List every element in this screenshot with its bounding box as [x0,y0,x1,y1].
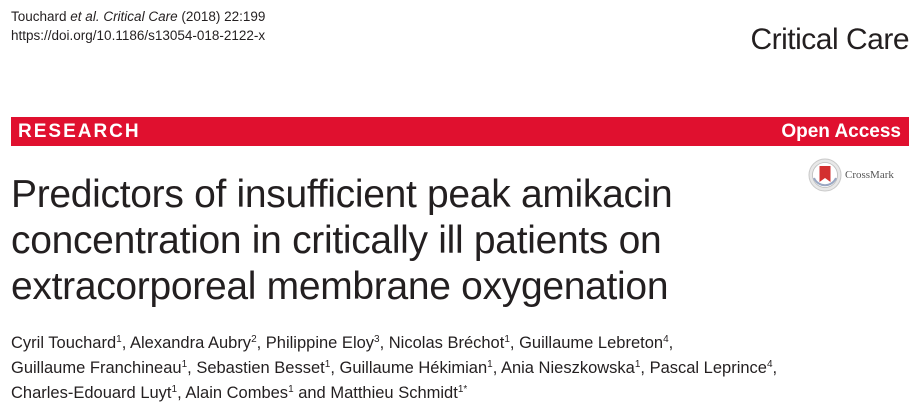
author-line: Charles-Edouard Luyt1, Alain Combes1 and… [11,381,911,406]
article-title: Predictors of insufficient peak amikacin… [11,172,801,310]
affiliation-marker[interactable]: 1 [504,334,510,345]
author-line: Guillaume Franchineau1, Sebastien Besset… [11,356,911,381]
author-separator: , [492,359,501,377]
title-line: concentration in critically ill patients… [11,219,662,262]
author-list: Cyril Touchard1, Alexandra Aubry2, Phili… [11,331,911,406]
section-label: RESEARCH [18,121,141,142]
citation-journal: et al. Critical Care [70,9,178,24]
author-separator: , [187,359,197,377]
author-separator: and [293,384,331,402]
crossmark-badge[interactable]: CrossMark [808,158,894,192]
author-name[interactable]: Sebastien Besset [196,359,325,377]
author-name[interactable]: Philippine Eloy [265,334,375,352]
author-separator: , [121,334,130,352]
author-separator: , [668,334,674,352]
author-separator: , [330,359,340,377]
crossmark-icon [808,158,842,192]
author-separator: , [772,359,778,377]
affiliation-marker[interactable]: 4 [766,359,773,370]
author-separator: , [177,384,186,402]
journal-name: Critical Care [750,23,909,56]
citation-year-volume: (2018) 22:199 [177,9,266,24]
author-name[interactable]: Guillaume Franchineau [11,359,182,377]
author-name[interactable]: Guillaume Hékimian [339,359,488,377]
section-banner: RESEARCH Open Access [11,117,909,146]
author-name[interactable]: Guillaume Lebreton [519,334,664,352]
affiliation-marker[interactable]: 1 [634,359,641,370]
affiliation-marker[interactable]: 1 [171,384,178,395]
affiliation-marker[interactable]: 1 [324,359,331,370]
affiliation-marker[interactable]: 1 [116,334,122,345]
author-separator: , [640,359,650,377]
affiliation-marker[interactable]: 1* [457,384,468,395]
affiliation-marker[interactable]: 2 [251,334,257,345]
title-line: extracorporeal membrane oxygenation [11,265,669,308]
affiliation-marker[interactable]: 4 [663,334,669,345]
citation-authors: Touchard [11,9,71,24]
author-name[interactable]: Ania Nieszkowska [500,359,635,377]
author-name[interactable]: Cyril Touchard [11,334,117,352]
crossmark-label: CrossMark [845,169,894,181]
doi-link[interactable]: https://doi.org/10.1186/s13054-018-2122-… [11,28,266,43]
affiliation-marker[interactable]: 1 [288,384,294,395]
affiliation-marker[interactable]: 3 [374,334,380,345]
title-line: Predictors of insufficient peak amikacin [11,173,673,216]
affiliation-marker[interactable]: 1 [181,359,188,370]
author-separator: , [509,334,520,352]
author-separator: , [379,334,389,352]
open-access-label: Open Access [781,121,901,142]
affiliation-marker[interactable]: 1 [487,359,493,370]
author-name[interactable]: Nicolas Bréchot [388,334,505,352]
author-name[interactable]: Pascal Leprince [649,359,767,377]
author-name[interactable]: Alain Combes [185,384,289,402]
author-separator: , [256,334,266,352]
author-line: Cyril Touchard1, Alexandra Aubry2, Phili… [11,331,911,356]
author-name[interactable]: Matthieu Schmidt [330,384,458,402]
author-name[interactable]: Charles-Edouard Luyt [11,384,172,402]
author-name[interactable]: Alexandra Aubry [129,334,252,352]
citation-line: Touchard et al. Critical Care (2018) 22:… [11,8,265,25]
